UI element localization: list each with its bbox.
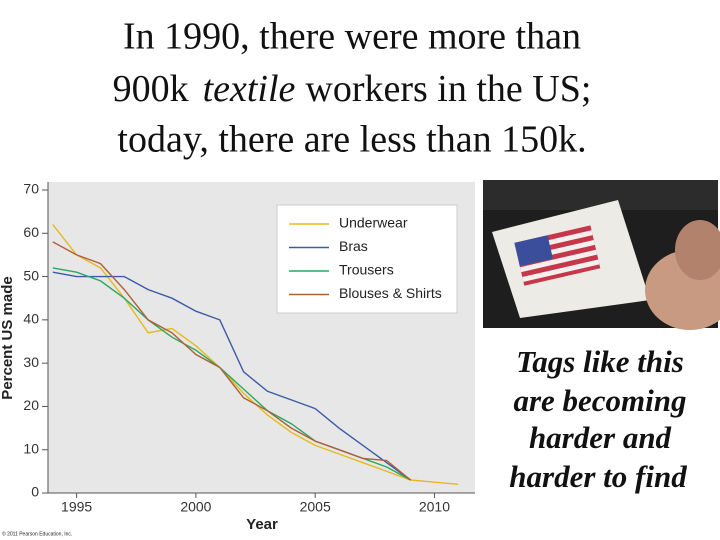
caption-line: are becoming: [513, 383, 686, 418]
legend-label: Blouses & Shirts: [339, 285, 442, 301]
x-tick-label: 1995: [61, 499, 92, 515]
y-tick-label: 30: [23, 354, 39, 370]
credit: © 2011 Pearson Education, Inc.: [2, 530, 72, 537]
legend-label: Bras: [339, 238, 368, 254]
chart: Year Percent US made © 2011 Pearson Educ…: [0, 181, 475, 537]
y-tick-label: 70: [23, 181, 39, 197]
x-axis-label: Year: [246, 516, 278, 533]
y-axis-label: Percent US made: [0, 276, 16, 399]
y-tick-label: 0: [31, 484, 39, 500]
title-line: today, there are less than 150k.: [117, 119, 586, 161]
y-tick-label: 20: [23, 397, 39, 413]
title-part: workers in the US;: [305, 68, 591, 110]
title-part: 900k: [113, 68, 189, 110]
tag-photo: [483, 180, 720, 330]
title-line: In 1990, there were more than: [123, 16, 581, 58]
caption-line: harder and: [529, 420, 672, 455]
legend-label: Trousers: [339, 262, 394, 278]
y-tick-label: 40: [23, 311, 39, 327]
series-line: [52, 241, 412, 481]
title-line: 900k textile workers in the US;: [113, 68, 592, 110]
x-tick-label: 2010: [419, 499, 450, 515]
y-tick-label: 60: [23, 224, 39, 240]
y-tick-label: 50: [23, 267, 39, 283]
legend-label: Underwear: [339, 215, 408, 231]
x-tick-label: 2005: [300, 499, 331, 515]
title-emphasis: textile: [203, 68, 296, 110]
y-tick-label: 10: [23, 440, 39, 456]
caption-line: harder to find: [509, 459, 687, 494]
caption-line: Tags like this: [516, 344, 684, 379]
x-tick-label: 2000: [180, 499, 211, 515]
